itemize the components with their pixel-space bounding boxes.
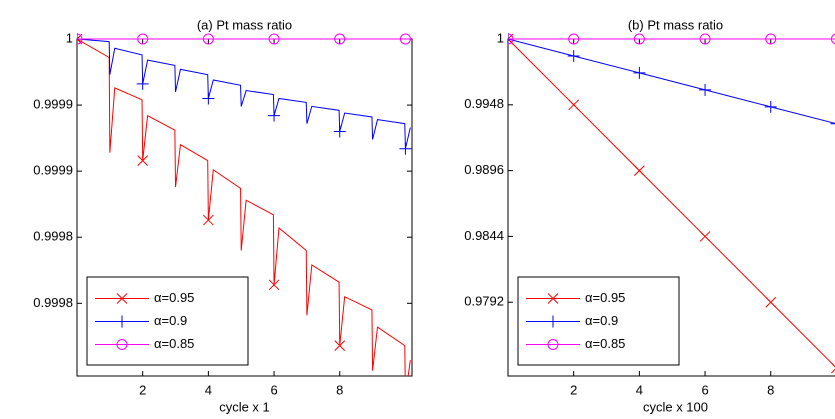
marker xyxy=(268,279,280,291)
marker xyxy=(547,339,559,350)
marker xyxy=(699,33,711,45)
series-line xyxy=(508,38,835,124)
x-tick-label: 4 xyxy=(205,382,212,397)
legend-label: α=0.85 xyxy=(154,336,194,351)
marker xyxy=(830,123,835,125)
marker xyxy=(568,33,580,45)
y-tick-label: 0.9999 xyxy=(33,97,73,112)
marker xyxy=(136,77,149,90)
marker xyxy=(202,33,214,45)
marker xyxy=(116,293,128,304)
marker xyxy=(334,340,346,351)
marker xyxy=(765,33,777,45)
series-group xyxy=(77,33,412,401)
x-tick-label: 8 xyxy=(336,382,343,397)
y-tick-label: 0.9792 xyxy=(464,294,504,309)
legend-label: α=0.95 xyxy=(154,290,194,305)
marker xyxy=(567,49,580,62)
x-tick-label: 8 xyxy=(767,382,774,397)
marker xyxy=(268,109,281,122)
marker xyxy=(830,33,835,45)
marker xyxy=(137,155,149,166)
marker xyxy=(764,100,777,113)
marker xyxy=(547,315,559,328)
marker xyxy=(699,83,712,96)
marker xyxy=(333,125,346,138)
marker xyxy=(547,293,559,304)
y-tick-label: 0.9999 xyxy=(33,163,73,178)
marker xyxy=(633,66,646,79)
marker xyxy=(116,315,128,328)
marker xyxy=(508,33,514,45)
x-axis-label: cycle x 1 xyxy=(219,399,270,414)
series-group xyxy=(508,33,835,374)
marker xyxy=(699,231,711,242)
legend-label: α=0.95 xyxy=(585,290,625,305)
y-tick-label: 0.9948 xyxy=(464,96,504,111)
y-tick-label: 1 xyxy=(497,30,504,45)
legend-label: α=0.9 xyxy=(585,313,618,328)
marker xyxy=(137,33,149,45)
legend-label: α=0.85 xyxy=(585,336,625,351)
plot-title: (b) Pt mass ratio xyxy=(628,17,723,32)
marker xyxy=(399,33,411,45)
x-tick-label: 2 xyxy=(139,382,146,397)
marker xyxy=(633,33,645,45)
marker xyxy=(831,362,835,374)
marker xyxy=(765,296,777,308)
marker xyxy=(334,33,346,45)
marker xyxy=(634,165,645,176)
y-tick-label: 0.9998 xyxy=(33,295,73,310)
marker xyxy=(203,214,214,226)
marker xyxy=(77,33,83,45)
y-tick-label: 0.9844 xyxy=(464,228,504,243)
y-tick-label: 1 xyxy=(66,30,73,45)
marker xyxy=(268,33,280,45)
plot-title: (a) Pt mass ratio xyxy=(197,17,292,32)
y-tick-label: 0.9896 xyxy=(464,162,504,177)
y-tick-label: 0.9998 xyxy=(33,229,73,244)
x-tick-label: 4 xyxy=(636,382,643,397)
marker xyxy=(568,99,580,111)
marker xyxy=(399,142,412,155)
x-axis-label: cycle x 100 xyxy=(643,399,708,414)
marker xyxy=(116,339,128,350)
x-tick-label: 6 xyxy=(701,382,708,397)
marker xyxy=(400,391,410,401)
series-line xyxy=(508,38,835,368)
marker xyxy=(202,92,215,105)
x-tick-label: 2 xyxy=(570,382,577,397)
legend-label: α=0.9 xyxy=(154,313,187,328)
x-tick-label: 6 xyxy=(270,382,277,397)
